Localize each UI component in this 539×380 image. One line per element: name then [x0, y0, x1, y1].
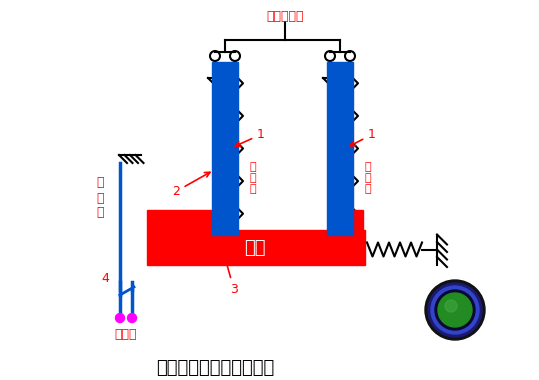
- Text: 热
元
件: 热 元 件: [250, 162, 257, 194]
- Bar: [353, 210, 363, 230]
- Circle shape: [115, 314, 125, 323]
- Circle shape: [438, 293, 472, 327]
- Text: 热继电器工作原理示意图: 热继电器工作原理示意图: [156, 359, 274, 377]
- Text: 导板: 导板: [244, 239, 266, 257]
- Text: 接
电
源: 接 电 源: [96, 176, 103, 220]
- Text: 3: 3: [220, 244, 238, 296]
- Text: 1: 1: [235, 128, 265, 146]
- Text: 1: 1: [350, 128, 376, 146]
- Text: 接电机: 接电机: [115, 328, 137, 342]
- Circle shape: [445, 300, 457, 312]
- Bar: [147, 210, 212, 230]
- Text: 接电机定子: 接电机定子: [266, 10, 304, 22]
- Text: 热
元
件: 热 元 件: [365, 162, 371, 194]
- Circle shape: [431, 286, 479, 334]
- Circle shape: [128, 314, 136, 323]
- Text: 2: 2: [172, 172, 210, 198]
- Bar: [147, 230, 365, 265]
- Bar: [327, 62, 353, 235]
- Bar: [212, 62, 238, 235]
- Circle shape: [425, 280, 485, 340]
- Circle shape: [428, 283, 482, 337]
- Text: 4: 4: [101, 271, 109, 285]
- Circle shape: [435, 290, 475, 330]
